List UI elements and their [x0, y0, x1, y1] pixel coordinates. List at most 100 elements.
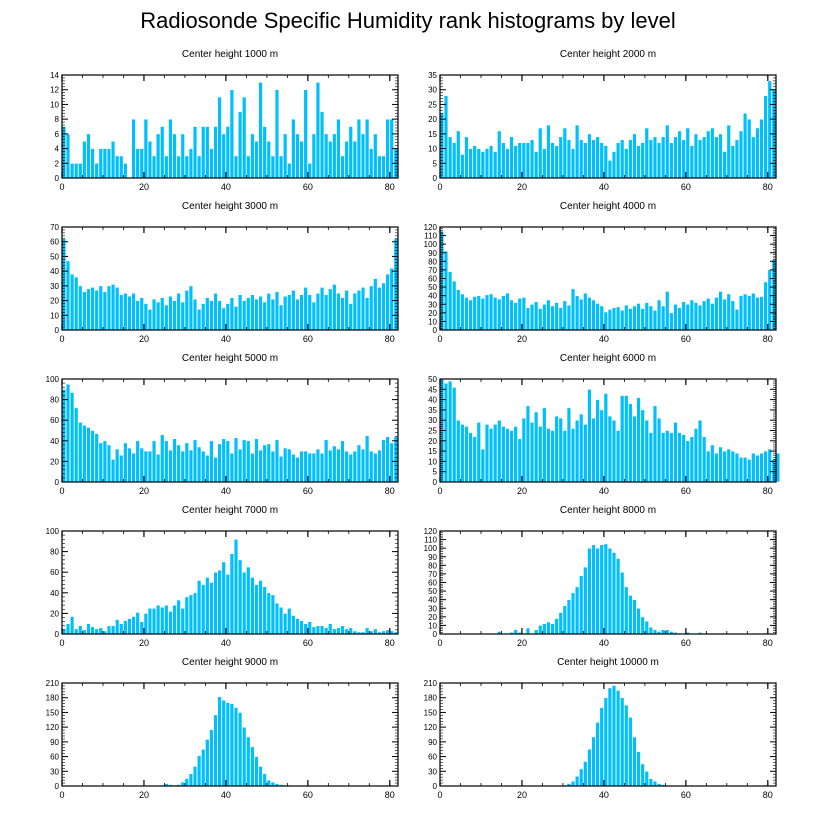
bar — [595, 399, 600, 483]
bar — [681, 139, 686, 179]
bar — [78, 162, 83, 179]
bar — [472, 145, 477, 179]
bar — [139, 621, 144, 635]
bar — [282, 295, 288, 331]
bar — [282, 133, 288, 179]
bar — [574, 775, 580, 787]
chart-title: Center height 10000 m — [557, 657, 659, 668]
x-tick-label: 0 — [59, 334, 64, 344]
bar — [201, 584, 206, 635]
bar — [86, 427, 91, 483]
bar — [660, 629, 666, 635]
y-tick-label: 5 — [433, 159, 438, 168]
bar — [640, 409, 645, 483]
bar — [311, 452, 317, 483]
x-tick-label: 0 — [59, 486, 64, 496]
bar — [168, 611, 173, 635]
chart-title: Center height 5000 m — [182, 353, 278, 364]
bar — [587, 388, 592, 483]
y-tick-label: 0 — [55, 630, 60, 639]
chart-title: Center height 7000 m — [182, 505, 278, 516]
bar — [266, 140, 271, 179]
bar — [570, 780, 576, 787]
y-tick-label: 100 — [46, 527, 60, 536]
y-tick-label: 110 — [424, 536, 437, 545]
bar — [648, 432, 654, 483]
y-tick-label: 25 — [428, 100, 437, 109]
bar — [509, 299, 514, 331]
bar — [385, 629, 390, 635]
bar — [525, 307, 531, 331]
bar — [640, 308, 645, 331]
bar — [550, 623, 555, 635]
bar — [201, 450, 206, 483]
bar — [254, 584, 259, 635]
bar — [377, 155, 382, 179]
bar — [583, 424, 588, 483]
bar — [456, 130, 461, 179]
bar — [291, 289, 296, 331]
bar — [201, 748, 206, 787]
bar — [615, 690, 621, 787]
bar — [599, 409, 604, 483]
bar — [587, 748, 592, 787]
bar — [385, 118, 390, 179]
bar — [303, 287, 308, 331]
bar — [233, 707, 239, 787]
bar — [591, 417, 596, 483]
x-tick-label: 80 — [763, 790, 773, 800]
y-tick-label: 0 — [433, 630, 438, 639]
x-tick-label: 40 — [599, 486, 609, 496]
bar — [611, 151, 617, 179]
bar — [558, 417, 563, 483]
bar — [603, 697, 609, 787]
bar — [447, 271, 453, 331]
y-tick-label: 20 — [428, 613, 437, 622]
bar — [241, 96, 247, 179]
bar — [319, 452, 325, 483]
bar — [250, 294, 255, 331]
bar — [513, 145, 518, 179]
bar — [525, 142, 531, 179]
bar — [587, 133, 592, 179]
bar — [344, 289, 349, 331]
chart-panel: Center height 1000 m 0 20 40 60 80 0 2 4 6 8 10 12 14 — [50, 49, 399, 192]
bar — [742, 112, 748, 179]
bar — [497, 130, 502, 179]
bar — [726, 293, 731, 331]
bar — [546, 124, 551, 179]
x-tick-label: 40 — [599, 638, 609, 648]
bar — [599, 707, 604, 787]
bar — [538, 426, 543, 483]
bar — [517, 438, 522, 483]
bar — [332, 133, 337, 179]
bar — [636, 751, 641, 787]
bar — [196, 580, 202, 635]
bar — [632, 736, 637, 787]
bar — [640, 763, 645, 787]
bar — [348, 303, 353, 331]
bar — [106, 148, 112, 179]
y-tick-label: 10 — [428, 317, 437, 326]
y-tick-label: 20 — [50, 457, 59, 466]
bar — [246, 566, 251, 635]
bar — [229, 452, 235, 483]
bar — [221, 307, 226, 331]
y-tick-label: 4 — [55, 145, 60, 154]
bar — [546, 621, 551, 635]
bar — [69, 392, 75, 483]
bar — [188, 148, 194, 179]
y-tick-label: 50 — [428, 375, 437, 384]
bar — [619, 571, 625, 635]
bar — [356, 118, 362, 179]
bar — [348, 453, 353, 483]
bar — [217, 443, 222, 483]
x-tick-label: 40 — [221, 790, 231, 800]
bar — [295, 133, 300, 179]
bar — [644, 620, 649, 635]
bar — [497, 419, 502, 483]
bar — [328, 140, 333, 179]
bar — [147, 140, 153, 179]
bar — [734, 309, 740, 331]
bar — [718, 291, 723, 331]
